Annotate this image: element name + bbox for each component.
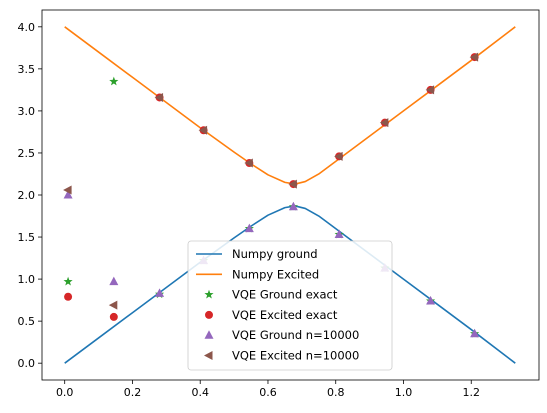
legend-swatch (204, 289, 214, 299)
legend-swatch (204, 351, 213, 360)
legend-label: VQE Ground exact (232, 288, 338, 302)
data-point (379, 118, 389, 128)
series-5 (63, 52, 479, 310)
x-tick-label: 0.4 (191, 386, 209, 399)
data-point (63, 276, 73, 286)
data-point (109, 312, 118, 321)
data-point (288, 201, 298, 211)
data-point (63, 185, 72, 195)
data-point (470, 328, 480, 338)
legend-item: VQE Excited n=10000 (204, 349, 359, 363)
x-tick-label: 0.2 (124, 386, 142, 399)
data-point (334, 229, 344, 239)
legend-swatch (205, 310, 213, 319)
legend-label: VQE Excited n=10000 (232, 349, 359, 363)
data-point (64, 292, 73, 301)
x-tick-label: 0.0 (56, 386, 74, 399)
data-point (109, 276, 119, 286)
y-tick-label: 4.0 (18, 21, 36, 34)
y-tick-label: 1.0 (18, 273, 36, 286)
y-tick-label: 3.5 (18, 63, 36, 76)
y-tick-label: 3.0 (18, 105, 36, 118)
legend-box (187, 240, 393, 371)
y-tick-label: 0.0 (18, 357, 36, 370)
y-tick-label: 0.5 (18, 315, 36, 328)
data-point (155, 288, 165, 297)
legend-label: Numpy Excited (232, 267, 319, 281)
y-tick-label: 2.0 (18, 189, 36, 202)
legend-label: VQE Excited exact (232, 308, 338, 322)
axes-frame (41, 9, 540, 381)
y-tick-label: 2.5 (18, 147, 36, 160)
x-tick-label: 1.2 (462, 386, 480, 399)
data-point (198, 125, 208, 135)
legend-item: VQE Excited exact (205, 308, 338, 322)
data-point (154, 92, 164, 102)
data-point (288, 179, 297, 189)
legend-label: VQE Ground n=10000 (232, 328, 359, 342)
legend-item: VQE Ground n=10000 (204, 328, 359, 342)
legend-swatch (204, 330, 214, 339)
x-axis: 0.0 0.2 0.4 0.6 0.8 1.0 1.2 (56, 380, 480, 399)
legend: Numpy ground Numpy Excited VQE Ground exac… (187, 240, 393, 371)
plot-area (63, 26, 516, 364)
x-tick-label: 0.6 (259, 386, 277, 399)
data-point (244, 158, 253, 168)
data-point (63, 190, 73, 199)
legend-item: Numpy ground (196, 247, 318, 261)
legend-label: Numpy ground (232, 247, 318, 261)
data-point (334, 151, 343, 161)
data-point (244, 223, 254, 233)
legend-item: VQE Ground exact (204, 288, 338, 302)
legend-item: Numpy Excited (196, 267, 319, 281)
data-point (425, 85, 435, 95)
x-tick-label: 0.8 (327, 386, 345, 399)
y-axis: 0.0 0.5 1.0 1.5 2.0 2.5 3.0 3.5 4.0 (18, 21, 42, 370)
data-point (109, 76, 119, 86)
data-point (426, 295, 436, 305)
y-tick-label: 1.5 (18, 231, 36, 244)
data-point (469, 52, 479, 62)
x-tick-label: 1.0 (395, 386, 413, 399)
data-point (108, 300, 118, 310)
